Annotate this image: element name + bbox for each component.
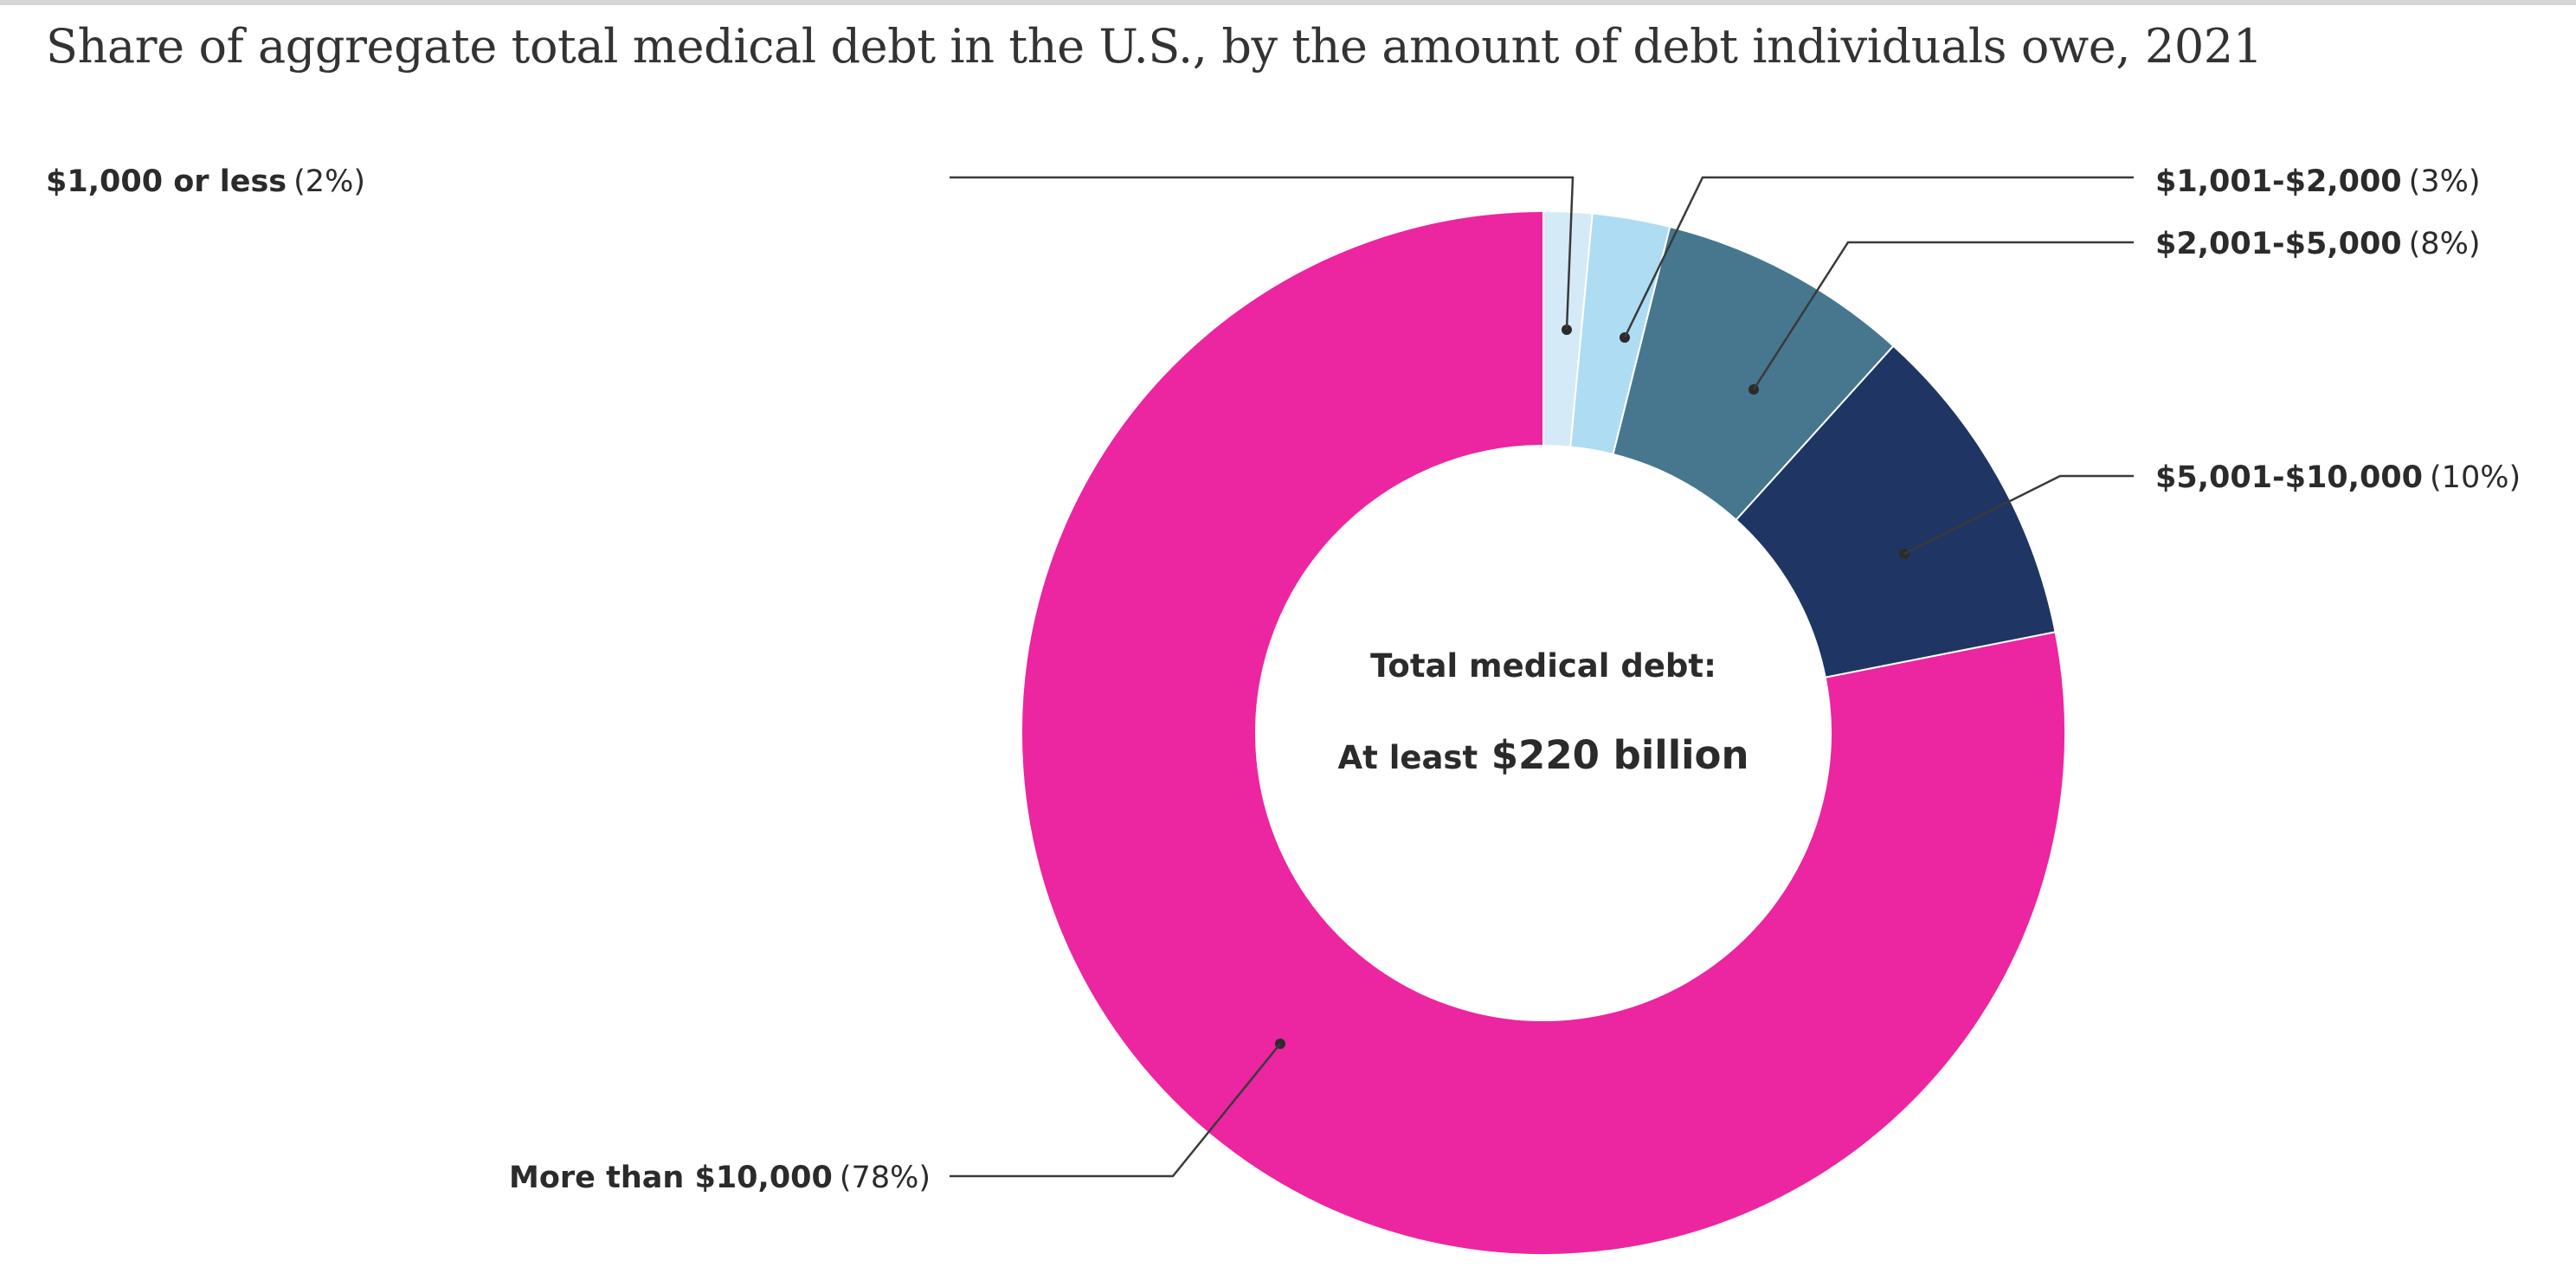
slice-label: $1,000 or less (2%)	[46, 164, 365, 199]
center-total-prefix: At least	[1337, 739, 1478, 776]
slice-label-percent: (3%)	[2409, 164, 2481, 199]
slice-label-name: $1,001-$2,000	[2155, 164, 2402, 199]
slice-label: More than $10,000 (78%)	[509, 1161, 931, 1195]
slice-label-name: More than $10,000	[509, 1161, 833, 1195]
leader-line	[950, 1043, 1281, 1178]
leader-line	[1623, 176, 2134, 338]
slice-label-percent: (78%)	[840, 1161, 931, 1195]
chart-title: Share of aggregate total medical debt in…	[46, 19, 2263, 74]
slice-label-name: $2,001-$5,000	[2155, 227, 2402, 261]
donut-slices	[1021, 209, 2066, 1256]
slice-label: $1,001-$2,000 (3%)	[2155, 164, 2481, 199]
slice-label-name: $1,000 or less	[46, 164, 287, 199]
leader-line	[950, 176, 1575, 331]
slice-labels: $1,000 or less (2%) $1,001-$2,000 (3%)$2,00…	[46, 164, 2521, 1195]
slice-label-percent: (10%)	[2430, 460, 2521, 495]
donut-center: Total medical debt: At least $220 billio…	[1337, 647, 1748, 778]
slice-label-percent: (2%)	[293, 164, 365, 199]
slice-label: $5,001-$10,000 (10%)	[2155, 460, 2521, 495]
slice-label-name: $5,001-$10,000	[2155, 460, 2423, 495]
center-total: At least $220 billion	[1337, 732, 1748, 778]
slice-label: $2,001-$5,000 (8%)	[2155, 227, 2481, 261]
center-total-value: $220 billion	[1491, 732, 1749, 778]
donut-slice	[1021, 209, 2066, 1256]
leader-line	[1903, 474, 2134, 556]
leader-line	[1752, 241, 2134, 390]
center-title: Total medical debt:	[1370, 647, 1716, 685]
slice-label-percent: (8%)	[2409, 227, 2481, 261]
top-rule	[0, 0, 2576, 5]
leader-lines	[950, 176, 2134, 1178]
